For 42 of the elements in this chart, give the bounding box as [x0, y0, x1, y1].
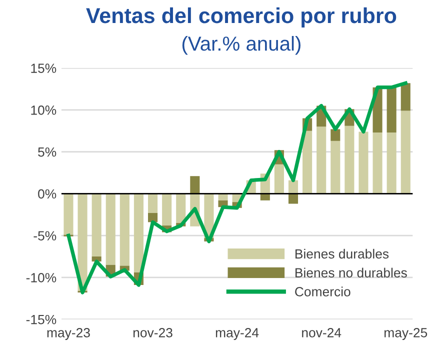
- bar: [218, 194, 228, 200]
- x-tick-label: may-24: [216, 328, 259, 340]
- bar: [330, 129, 340, 141]
- bar: [386, 132, 396, 194]
- bar: [176, 194, 186, 224]
- bar: [92, 194, 102, 257]
- x-tick-label: nov-23: [133, 328, 172, 338]
- x-tick-label: may-23: [47, 328, 90, 340]
- bar: [288, 180, 298, 194]
- y-tick-label: -5%: [34, 231, 56, 240]
- y-tick-label: -15%: [26, 314, 56, 324]
- bar: [386, 87, 396, 133]
- chart-title: Ventas del comercio por rubro: [86, 7, 396, 28]
- x-tick-label: may-25: [384, 328, 428, 340]
- bar: [148, 212, 158, 222]
- bar: [372, 132, 382, 194]
- chart-subtitle: (Var.% anual): [182, 36, 300, 55]
- bar: [400, 83, 410, 111]
- y-tick-label: 10%: [31, 106, 56, 115]
- bar: [344, 126, 354, 194]
- y-tick-label: 0%: [38, 189, 56, 199]
- bar: [330, 140, 340, 194]
- bar: [302, 130, 312, 194]
- y-tick-label: 15%: [31, 64, 56, 73]
- x-tick-label: nov-24: [302, 328, 342, 338]
- bar: [274, 164, 284, 194]
- y-tick-label: -10%: [26, 273, 56, 282]
- line-series: [66, 81, 408, 294]
- bar: [148, 194, 158, 213]
- bar: [134, 194, 144, 272]
- bar: [190, 176, 200, 194]
- legend-label: Comercio: [295, 286, 350, 296]
- y-tick-label: 5%: [38, 147, 56, 157]
- legend-label: Bienes durables: [296, 248, 389, 259]
- bar: [120, 194, 130, 266]
- legend-label: Bienes no durables: [296, 268, 407, 278]
- bar: [162, 194, 172, 226]
- bar: [316, 126, 326, 194]
- bar: [64, 194, 74, 235]
- bar: [358, 132, 368, 194]
- bar: [106, 194, 116, 265]
- bar: [400, 110, 410, 194]
